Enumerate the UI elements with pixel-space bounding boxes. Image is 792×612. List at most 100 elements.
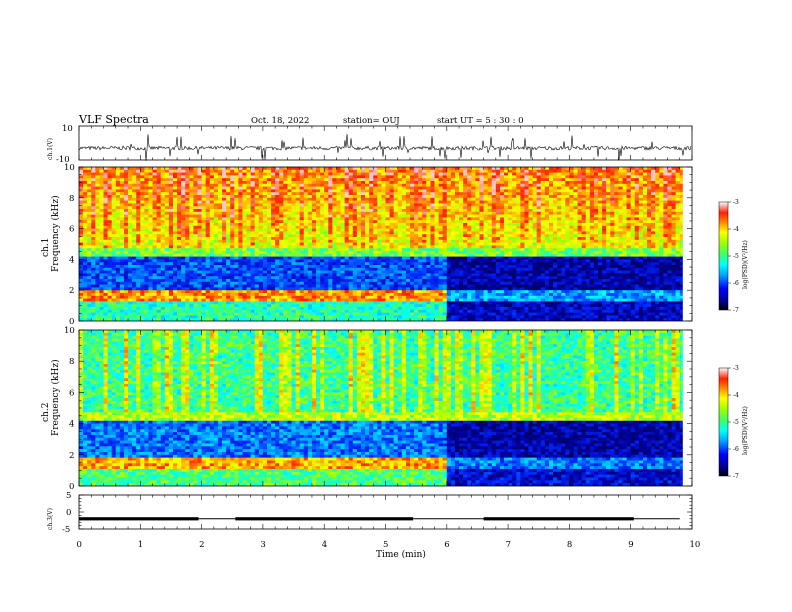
spectrogram-cell	[87, 301, 92, 305]
spectrogram-cell	[136, 234, 141, 238]
spectrogram-cell	[377, 167, 382, 171]
spectrogram-cell	[303, 209, 309, 213]
spectrogram-cell	[262, 192, 268, 196]
spectrogram-cell	[332, 248, 337, 252]
spectrogram-cell	[193, 318, 198, 321]
spectrogram-cell	[91, 281, 96, 285]
spectrogram-cell	[365, 206, 370, 210]
spectrogram-cell	[217, 197, 223, 201]
spectrogram-cell	[172, 217, 178, 221]
spectrogram-cell	[254, 253, 260, 257]
spectrogram-cell	[401, 211, 407, 215]
spectrogram-cell	[217, 284, 223, 288]
spectrogram-cell	[316, 169, 321, 173]
spectrogram-cell	[230, 197, 235, 201]
spectrogram-cell	[168, 172, 174, 176]
spectrogram-cell	[283, 295, 288, 299]
spectrogram-cell	[348, 256, 354, 260]
spectrogram-cell	[397, 197, 403, 201]
spectrogram-cell	[87, 186, 92, 190]
spectrogram-cell	[91, 211, 96, 215]
spectrogram-cell	[119, 169, 125, 173]
spectrogram-cell	[111, 256, 117, 260]
spectrogram-cell	[381, 178, 386, 182]
spectrogram-cell	[369, 234, 374, 238]
spectrogram-cell	[254, 279, 260, 283]
spectrogram-cell	[152, 186, 157, 190]
spectrogram-cell	[418, 281, 423, 285]
spectrogram-cell	[418, 183, 423, 187]
spectrogram-cell	[344, 197, 350, 201]
spectrogram-cell	[344, 293, 350, 297]
spectrogram-cell	[242, 211, 247, 215]
spectrogram-cell	[205, 217, 211, 221]
spectrogram-cell	[299, 225, 305, 229]
spectrogram-cell	[107, 245, 112, 249]
spectrogram-cell	[222, 200, 227, 204]
spectrogram-cell	[213, 169, 219, 173]
spectrogram-cell	[177, 265, 182, 269]
spectrogram-cell	[279, 223, 284, 227]
spectrogram-cell	[95, 214, 100, 218]
spectrogram-cell	[144, 276, 149, 280]
spectrogram-cell	[181, 206, 186, 210]
spectrogram-cell	[430, 309, 435, 313]
spectrogram-cell	[115, 234, 121, 238]
spectrogram-cell	[405, 298, 411, 302]
spectrogram-cell	[418, 309, 423, 313]
spectrogram-cell	[385, 273, 390, 277]
spectrogram-cell	[381, 309, 386, 313]
spectrogram-cell	[197, 293, 202, 297]
spectrogram-cell	[83, 228, 88, 232]
spectrogram-cell	[356, 186, 362, 190]
spectrogram-cell	[422, 279, 427, 283]
spectrogram-cell	[222, 309, 227, 313]
spectrogram-cell	[414, 309, 419, 313]
spectrogram-cell	[344, 186, 350, 190]
spectrogram-cell	[91, 298, 96, 302]
spectrogram-cell	[144, 178, 149, 182]
spectrogram-cell	[144, 186, 149, 190]
spectrogram-cell	[320, 242, 325, 246]
spectrogram-cell	[360, 267, 366, 271]
spectrogram-cell	[152, 295, 157, 299]
spectrogram-cell	[197, 309, 202, 313]
spectrogram-cell	[144, 284, 149, 288]
spectrogram-cell	[148, 242, 153, 246]
spectrogram-cell	[128, 220, 133, 224]
spectrogram-cell	[369, 183, 374, 187]
spectrogram-cell	[238, 307, 243, 311]
spectrogram-cell	[213, 195, 219, 199]
spectrogram-cell	[87, 245, 92, 249]
spectrogram-cell	[365, 315, 370, 319]
spectrogram-cell	[307, 290, 313, 294]
spectrogram-cell	[164, 312, 170, 316]
spectrogram-cell	[128, 183, 133, 187]
spectrogram-cell	[119, 301, 125, 305]
spectrogram-cell	[250, 262, 256, 266]
spectrogram-cell	[226, 181, 231, 185]
spectrogram-cell	[422, 178, 427, 182]
spectrogram-cell	[156, 284, 162, 288]
spectrogram-cell	[242, 295, 247, 299]
spectrogram-cell	[91, 192, 96, 196]
spectrogram-cell	[185, 167, 190, 171]
spectrogram-cell	[344, 242, 350, 246]
spectrogram-cell	[360, 172, 366, 176]
spectrogram-cell	[254, 195, 260, 199]
spectrogram-cell	[344, 295, 350, 299]
spectrogram-cell	[156, 315, 162, 319]
spectrogram-cell	[324, 295, 329, 299]
spectrogram-cell	[140, 262, 145, 266]
spectrogram-cell	[414, 267, 419, 271]
spectrogram-cell	[144, 195, 149, 199]
spectrogram-cell	[205, 298, 211, 302]
spectrogram-cell	[414, 276, 419, 280]
spectrogram-cell	[103, 267, 108, 271]
spectrogram-cell	[311, 237, 317, 241]
spectrogram-cell	[164, 304, 170, 308]
spectrogram-cell	[275, 223, 280, 227]
spectrogram-cell	[140, 287, 145, 291]
spectrogram-cell	[405, 211, 411, 215]
spectrogram-cell	[197, 167, 202, 171]
